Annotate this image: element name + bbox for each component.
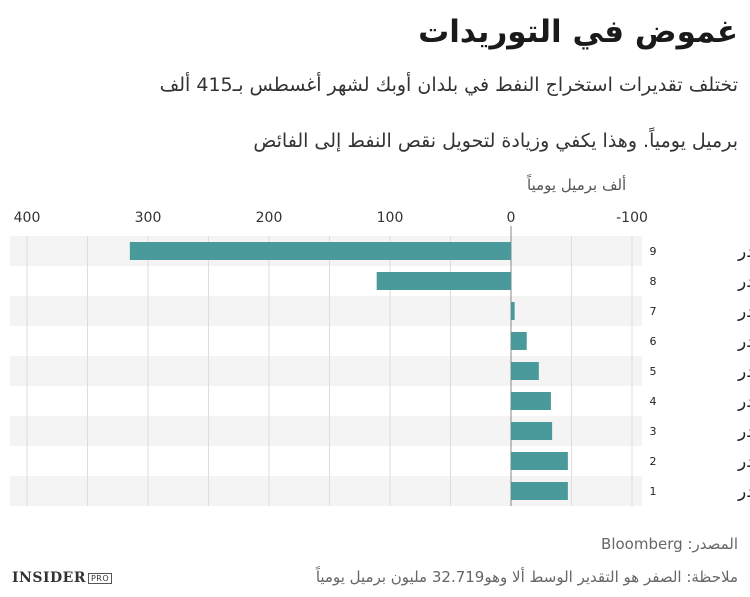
row-stripe: [10, 296, 642, 326]
x-tick-label: 400: [14, 210, 41, 226]
bar: [511, 332, 527, 350]
bar: [129, 242, 511, 260]
bar: [511, 452, 568, 470]
x-tick-label: 200: [256, 210, 283, 226]
x-axis-label: ألف برميل يومياً: [527, 176, 627, 194]
category-label: المصدر: [737, 272, 750, 292]
x-tick-label: 300: [135, 210, 162, 226]
bar: [511, 362, 539, 380]
logo-text: INSIDER: [12, 570, 86, 586]
category-number: 3: [650, 425, 657, 438]
category-number: 6: [650, 335, 657, 348]
category-label: المصدر: [737, 332, 750, 352]
chart-title: غموض في التوريدات: [418, 14, 738, 50]
chart-subtitle-line-2: برميل يومياً. وهذا يكفي وزيادة لتحويل نق…: [253, 130, 738, 152]
category-number: 9: [650, 245, 657, 258]
category-label: المصدر: [737, 452, 750, 472]
footnote: ملاحظة: الصفر هو التقدير الوسط ألا وهو32…: [315, 568, 738, 586]
category-number: 2: [650, 455, 657, 468]
bar: [511, 392, 551, 410]
category-number: 5: [650, 365, 657, 378]
insider-pro-logo: INSIDER PRO: [12, 570, 113, 586]
row-stripe: [10, 356, 642, 386]
bar: [511, 302, 515, 320]
category-label: المصدر: [737, 302, 750, 322]
category-label: المصدر: [737, 242, 750, 262]
x-tick-label: 100: [377, 210, 404, 226]
bar: [511, 482, 568, 500]
category-number: 7: [650, 305, 657, 318]
bar: [511, 422, 553, 440]
logo-badge: PRO: [87, 572, 113, 584]
x-tick-label: -100: [616, 210, 648, 226]
bar: [376, 272, 511, 290]
x-tick-label: 0: [507, 210, 516, 226]
category-number: 1: [650, 485, 657, 498]
category-number: 4: [650, 395, 657, 408]
chart-subtitle-line-1: تختلف تقديرات استخراج النفط في بلدان أوب…: [159, 74, 738, 96]
category-label: المصدر: [737, 422, 750, 442]
source-note: المصدر: Bloomberg: [601, 535, 738, 553]
category-label: المصدر: [737, 362, 750, 382]
category-label: المصدر: [737, 482, 750, 502]
category-label: المصدر: [737, 392, 750, 412]
category-number: 8: [650, 275, 657, 288]
